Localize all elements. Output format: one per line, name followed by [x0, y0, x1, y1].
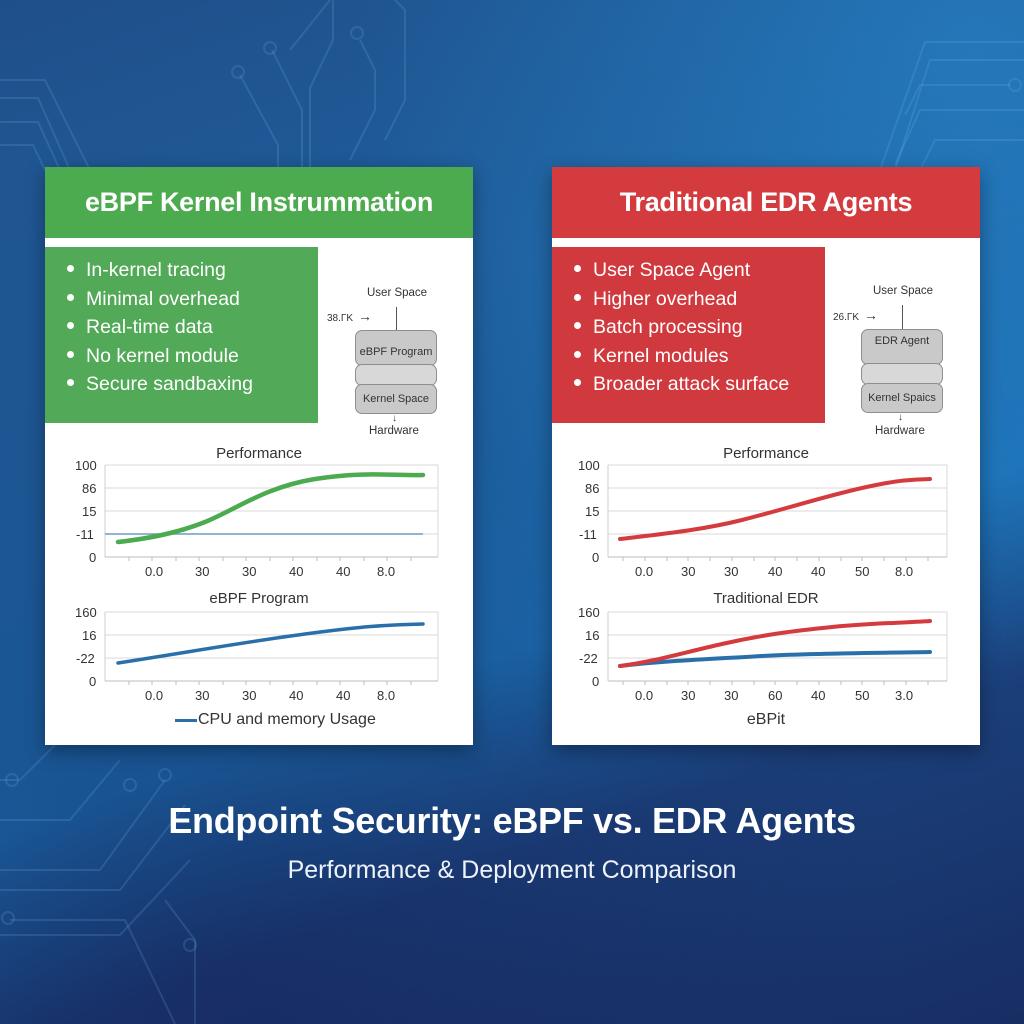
user-space-label: User Space [367, 287, 428, 299]
middle-layer-block [861, 363, 943, 385]
page-subtitle: Performance & Deployment Comparison [287, 856, 737, 884]
ebpf-feature-list: In-kernel tracing Minimal overhead Real-… [45, 247, 318, 423]
bullet-icon [67, 265, 74, 273]
ebpf-resource-chart: eBPF Program 160 16 -22 0 [45, 587, 473, 742]
kernel-space-block: Kernel Spaics [861, 383, 943, 413]
ebpf-program-block: eBPF Program [355, 330, 437, 366]
feature-item: Kernel modules [574, 342, 825, 371]
bullet-icon [67, 293, 74, 301]
side-value-label: 26.ΓK [833, 312, 860, 323]
edr-card-title: Traditional EDR Agents [552, 167, 980, 238]
arrow-down-icon: ↓ [392, 413, 397, 424]
traditional-edr-series [618, 619, 932, 668]
bullet-icon [67, 322, 74, 330]
ebpf-performance-series [115, 472, 426, 545]
arrow-down-icon: ↓ [898, 412, 903, 423]
bullet-icon [574, 265, 581, 273]
edr-performance-series [618, 477, 932, 541]
ebpf-performance-chart: Performance 100 86 [45, 442, 473, 582]
edr-architecture-diagram: User Space 26.ΓK → EDR Agent Kernel Spai… [828, 277, 958, 447]
x-axis-label: eBPit [746, 711, 786, 728]
chart-legend: CPU and memory Usage [175, 711, 376, 729]
edr-card: Traditional EDR Agents User Space Agent … [552, 167, 980, 745]
bullet-icon [574, 379, 581, 387]
feature-item: No kernel module [67, 342, 318, 371]
ebpf-series [618, 650, 932, 668]
chart-title: Performance [216, 445, 302, 462]
feature-item: User Space Agent [574, 256, 825, 285]
bullet-icon [67, 379, 74, 387]
feature-item: Secure sandbaxing [67, 370, 318, 399]
arrow-right-icon: → [864, 307, 878, 323]
feature-item: In-kernel tracing [67, 256, 318, 285]
feature-item: Broader attack surface [574, 370, 825, 399]
bullet-icon [574, 350, 581, 358]
ebpf-architecture-diagram: User Space 38.ΓK → eBPF Program Kernel S… [322, 277, 452, 447]
feature-item: Real-time data [67, 313, 318, 342]
feature-item: Minimal overhead [67, 285, 318, 314]
bullet-icon [67, 350, 74, 358]
edr-resource-chart: Traditional EDR 160 [552, 587, 980, 742]
side-value-label: 38.ΓK [327, 313, 354, 324]
ebpf-card-title: eBPF Kernel Instrummation [45, 167, 473, 238]
feature-item: Batch processing [574, 313, 825, 342]
hardware-label: Hardware [369, 425, 419, 437]
ebpf-card: eBPF Kernel Instrummation In-kernel trac… [45, 167, 473, 745]
chart-title: Performance [723, 445, 809, 462]
user-space-label: User Space [873, 285, 934, 297]
legend-swatch [175, 718, 197, 722]
hardware-label: Hardware [875, 425, 925, 437]
middle-layer-block [355, 364, 437, 386]
chart-title: eBPF Program [209, 590, 309, 607]
edr-feature-list: User Space Agent Higher overhead Batch p… [552, 247, 825, 423]
chart-title: Traditional EDR [713, 590, 819, 607]
page-title: Endpoint Security: eBPF vs. EDR Agents [168, 800, 856, 841]
bullet-icon [574, 293, 581, 301]
kernel-space-block: Kernel Space [355, 384, 437, 414]
bullet-icon [574, 322, 581, 330]
edr-agent-block: EDR Agent [861, 329, 943, 365]
edr-performance-chart: Performance 100 [552, 442, 980, 582]
cpu-memory-series [116, 622, 425, 665]
arrow-right-icon: → [358, 308, 372, 324]
feature-item: Higher overhead [574, 285, 825, 314]
